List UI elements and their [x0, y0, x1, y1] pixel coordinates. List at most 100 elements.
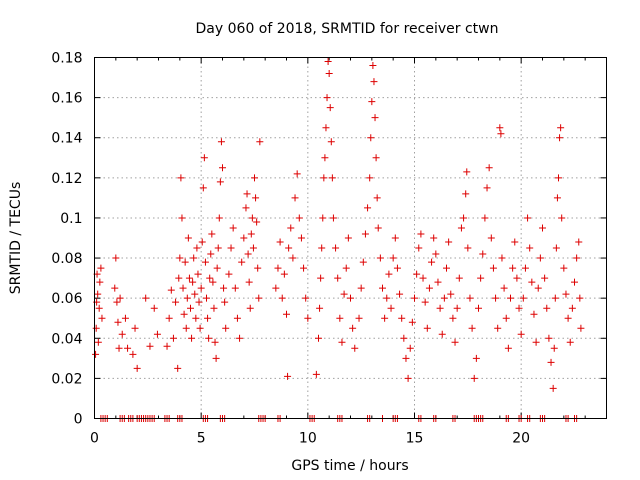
- data-point: [95, 304, 103, 312]
- data-point: [361, 230, 369, 238]
- data-point: [485, 164, 493, 172]
- data-point: [227, 244, 235, 252]
- data-point: [190, 254, 198, 262]
- data-point: [479, 250, 487, 258]
- data-point: [209, 278, 217, 286]
- data-point: [369, 62, 377, 70]
- data-point: [470, 374, 478, 382]
- data-point: [246, 304, 254, 312]
- data-point: [206, 274, 214, 282]
- data-point: [272, 284, 280, 292]
- data-point: [324, 58, 332, 66]
- data-point: [553, 194, 561, 202]
- data-point: [322, 124, 330, 132]
- data-point: [293, 170, 301, 178]
- data-point: [487, 234, 495, 242]
- data-point: [216, 178, 224, 186]
- data-point: [300, 264, 308, 272]
- data-point: [457, 224, 465, 232]
- data-point: [408, 318, 416, 326]
- data-point: [97, 264, 105, 272]
- data-point: [184, 234, 192, 242]
- data-point: [483, 184, 491, 192]
- data-point: [536, 254, 544, 262]
- data-point: [253, 218, 261, 226]
- data-point: [517, 330, 525, 338]
- data-point: [238, 258, 246, 266]
- y-tick-label: 0.08: [51, 251, 82, 267]
- data-point: [336, 314, 344, 322]
- data-point: [165, 314, 173, 322]
- data-point: [316, 304, 324, 312]
- data-point: [114, 318, 122, 326]
- data-point: [509, 264, 517, 272]
- data-point: [566, 338, 574, 346]
- data-point: [477, 274, 485, 282]
- data-point: [121, 314, 129, 322]
- data-point: [463, 168, 471, 176]
- data-point: [222, 324, 230, 332]
- data-point: [118, 330, 126, 338]
- data-point: [545, 334, 553, 342]
- data-point: [92, 324, 100, 332]
- data-point: [372, 154, 380, 162]
- data-point: [201, 258, 209, 266]
- data-point: [181, 258, 189, 266]
- data-point: [334, 274, 342, 282]
- data-point: [217, 138, 225, 146]
- data-point: [367, 134, 375, 142]
- data-point: [96, 278, 104, 286]
- data-point: [387, 304, 395, 312]
- y-axis-label: SRMTID / TECUs: [8, 182, 24, 295]
- x-tick-label: 5: [197, 431, 206, 447]
- data-point: [172, 298, 180, 306]
- data-point: [500, 284, 508, 292]
- data-point: [453, 304, 461, 312]
- data-point: [325, 70, 333, 78]
- data-point: [116, 294, 124, 302]
- data-point: [560, 264, 568, 272]
- data-point: [285, 244, 293, 252]
- data-point: [213, 264, 221, 272]
- data-point: [359, 258, 367, 266]
- data-point: [131, 324, 139, 332]
- data-point: [507, 294, 514, 302]
- data-point: [188, 334, 196, 342]
- data-point: [111, 284, 119, 292]
- axis-ticks: 0 0.02 0.04 0.06 0.08 0.1 0.12 0.14 0.16 0.18 0 5 10…: [51, 51, 607, 447]
- data-point: [455, 274, 463, 282]
- data-point: [133, 364, 141, 372]
- data-point: [541, 274, 549, 282]
- y-tick-label: 0.1: [60, 211, 82, 227]
- data-point: [423, 324, 431, 332]
- data-point: [199, 184, 207, 192]
- data-point: [526, 244, 534, 252]
- data-point: [256, 138, 264, 146]
- data-point: [381, 314, 389, 322]
- x-axis-label: GPS time / hours: [291, 458, 408, 474]
- data-point: [425, 284, 433, 292]
- data-point: [280, 270, 288, 278]
- data-point: [504, 344, 512, 352]
- data-point: [327, 138, 335, 146]
- data-point: [502, 314, 510, 322]
- data-point: [220, 284, 228, 292]
- data-point: [284, 372, 292, 380]
- data-point: [366, 174, 374, 182]
- data-point: [445, 238, 453, 246]
- data-point: [124, 344, 132, 352]
- data-point: [251, 174, 258, 182]
- data-point: [428, 258, 436, 266]
- data-point: [210, 304, 218, 312]
- data-point: [556, 134, 564, 142]
- data-point: [177, 174, 185, 182]
- data-point: [460, 214, 468, 222]
- data-point: [211, 338, 219, 346]
- data-point: [402, 354, 410, 362]
- data-point: [468, 324, 476, 332]
- data-point: [475, 304, 482, 312]
- data-point: [449, 314, 457, 322]
- data-point: [189, 278, 197, 286]
- data-point: [328, 174, 336, 182]
- data-point: [115, 344, 123, 352]
